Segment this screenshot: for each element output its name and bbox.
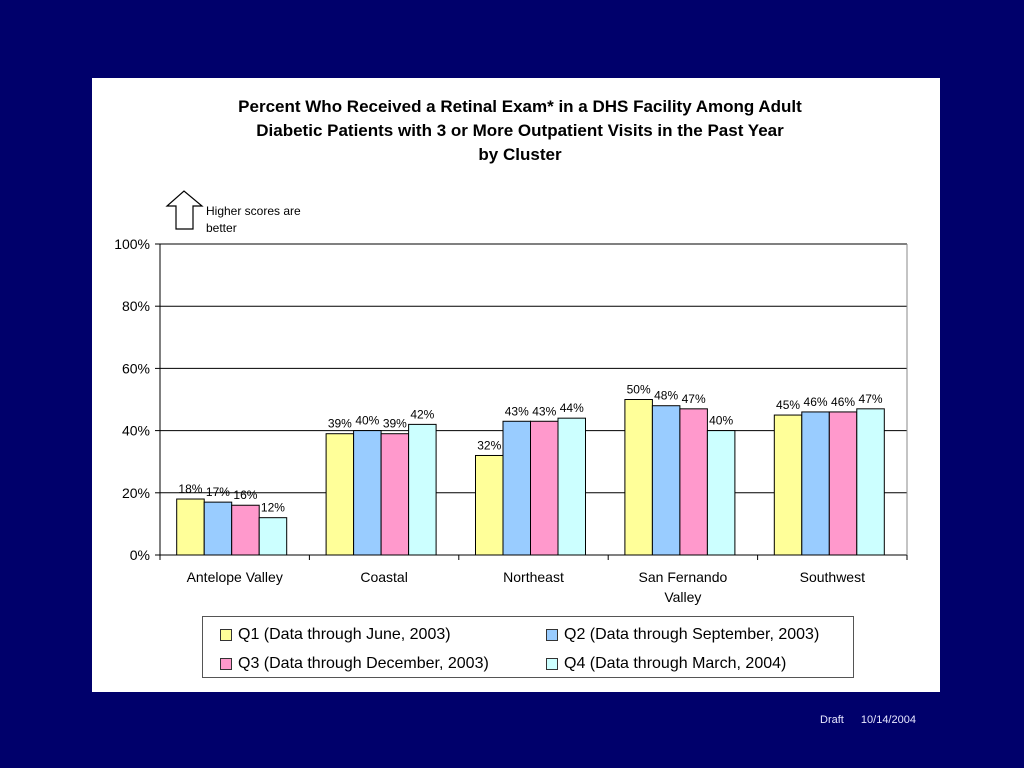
bar-3 (231, 504, 260, 556)
bar-2 (651, 405, 681, 556)
data-label: 12% (261, 501, 285, 515)
x-tick-label: Antelope Valley (187, 569, 283, 585)
footer: Draft 10/14/2004 (820, 714, 930, 726)
legend-label-q1: Q1 (Data through June, 2003) (238, 626, 451, 643)
bar-1 (624, 399, 653, 556)
up-arrow-icon (165, 190, 204, 230)
chart-panel: Percent Who Received a Retinal Exam* in … (92, 78, 940, 692)
y-tick-label: 60% (122, 360, 150, 376)
data-label: 47% (682, 392, 706, 406)
data-label: 45% (776, 398, 800, 412)
chart: Percent Who Received a Retinal Exam* in … (114, 97, 908, 605)
footer-date: 10/14/2004 (860, 714, 916, 726)
legend-item-q2: Q2 (Data through September, 2003) (546, 626, 819, 644)
legend-item-q3: Q3 (Data through December, 2003) (220, 655, 489, 673)
chart-title-line: by Cluster (478, 145, 562, 164)
bar-1 (773, 414, 803, 556)
data-label: 42% (410, 407, 434, 421)
legend-swatch-q2 (546, 629, 558, 641)
data-label: 40% (355, 414, 379, 428)
legend-item-q1: Q1 (Data through June, 2003) (220, 626, 451, 644)
chart-title-line: Percent Who Received a Retinal Exam* in … (238, 97, 802, 116)
bar-2 (353, 430, 382, 556)
bar-4 (706, 430, 736, 556)
bar-1 (176, 498, 205, 556)
y-tick-label: 80% (122, 298, 150, 314)
bar-2 (801, 411, 830, 556)
x-tick-label: Northeast (503, 569, 564, 585)
data-label: 46% (831, 395, 855, 409)
legend-swatch-q4 (546, 658, 558, 670)
legend-label-q4: Q4 (Data through March, 2004) (564, 655, 787, 672)
data-label: 32% (477, 438, 501, 452)
bar-3 (679, 408, 708, 556)
draft-label: Draft (820, 714, 844, 726)
data-label: 48% (654, 389, 678, 403)
data-label: 50% (627, 383, 651, 397)
data-label: 39% (383, 417, 407, 431)
data-label: 43% (505, 404, 529, 418)
legend: Q1 (Data through June, 2003) Q2 (Data th… (202, 616, 854, 678)
bar-4 (856, 408, 885, 556)
note-line-2: better (206, 221, 237, 235)
y-tick-label: 0% (130, 547, 150, 563)
data-label: 46% (804, 395, 828, 409)
bar-2 (502, 420, 531, 556)
bar-4 (258, 517, 288, 556)
bar-1 (325, 433, 355, 556)
note-line-1: Higher scores are (206, 204, 301, 218)
chart-title-line: Diabetic Patients with 3 or More Outpati… (256, 121, 784, 140)
data-label: 18% (178, 482, 202, 496)
bar-3 (828, 411, 858, 556)
y-tick-label: 40% (122, 423, 150, 439)
legend-swatch-q3 (220, 658, 232, 670)
x-tick-label: Coastal (360, 569, 407, 585)
bar-3 (380, 433, 410, 556)
data-label: 40% (709, 414, 733, 428)
bar-2 (203, 501, 233, 556)
bar-4 (408, 423, 437, 556)
data-label: 39% (328, 417, 352, 431)
legend-label-q3: Q3 (Data through December, 2003) (238, 655, 489, 672)
bar-3 (530, 420, 559, 556)
legend-label-q2: Q2 (Data through September, 2003) (564, 626, 820, 643)
data-label: 47% (859, 392, 883, 406)
legend-item-q4: Q4 (Data through March, 2004) (546, 655, 786, 673)
y-tick-label: 20% (122, 485, 150, 501)
x-tick-label: Southwest (800, 569, 865, 585)
y-tick-label: 100% (114, 236, 150, 252)
data-label: 43% (532, 404, 556, 418)
legend-swatch-q1 (220, 629, 232, 641)
data-label: 16% (233, 488, 257, 502)
bar-1 (475, 454, 504, 556)
data-label: 17% (206, 485, 230, 499)
x-tick-label: San Fernando (639, 569, 728, 585)
bar-4 (557, 417, 586, 556)
data-label: 44% (560, 401, 584, 415)
x-tick-label: Valley (664, 589, 701, 605)
